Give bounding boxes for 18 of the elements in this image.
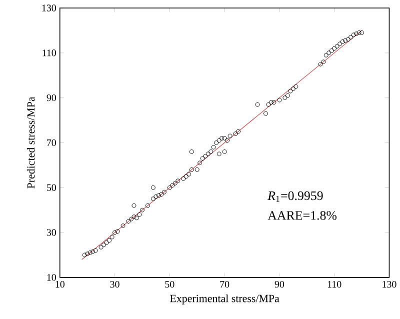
- y-tick-label: 10: [47, 274, 56, 281]
- annotation: R$_{1}$=0.9959: [268, 191, 323, 202]
- x-tick-label: 90: [274, 280, 284, 288]
- x-tick-label: 30: [110, 280, 120, 288]
- x-tick-label: 110: [328, 280, 342, 288]
- x-tick-label: 70: [220, 280, 230, 288]
- x-tick-label: 10: [56, 280, 64, 288]
- y-axis-title: Predicted stress/MPa: [26, 96, 35, 188]
- x-axis-title: Experimental stress/MPa: [170, 294, 280, 304]
- x-tick-label: 50: [165, 280, 174, 288]
- x-tick-label: 130: [382, 280, 396, 288]
- y-tick-label: 50: [47, 184, 56, 191]
- annotation: AARE=1.8%: [268, 210, 337, 220]
- y-tick-label: 70: [47, 139, 56, 146]
- y-tick-label: 130: [42, 4, 56, 12]
- y-tick-label: 30: [46, 229, 56, 236]
- y-tick-label: 90: [46, 94, 56, 101]
- y-tick-label: 110: [42, 49, 56, 56]
